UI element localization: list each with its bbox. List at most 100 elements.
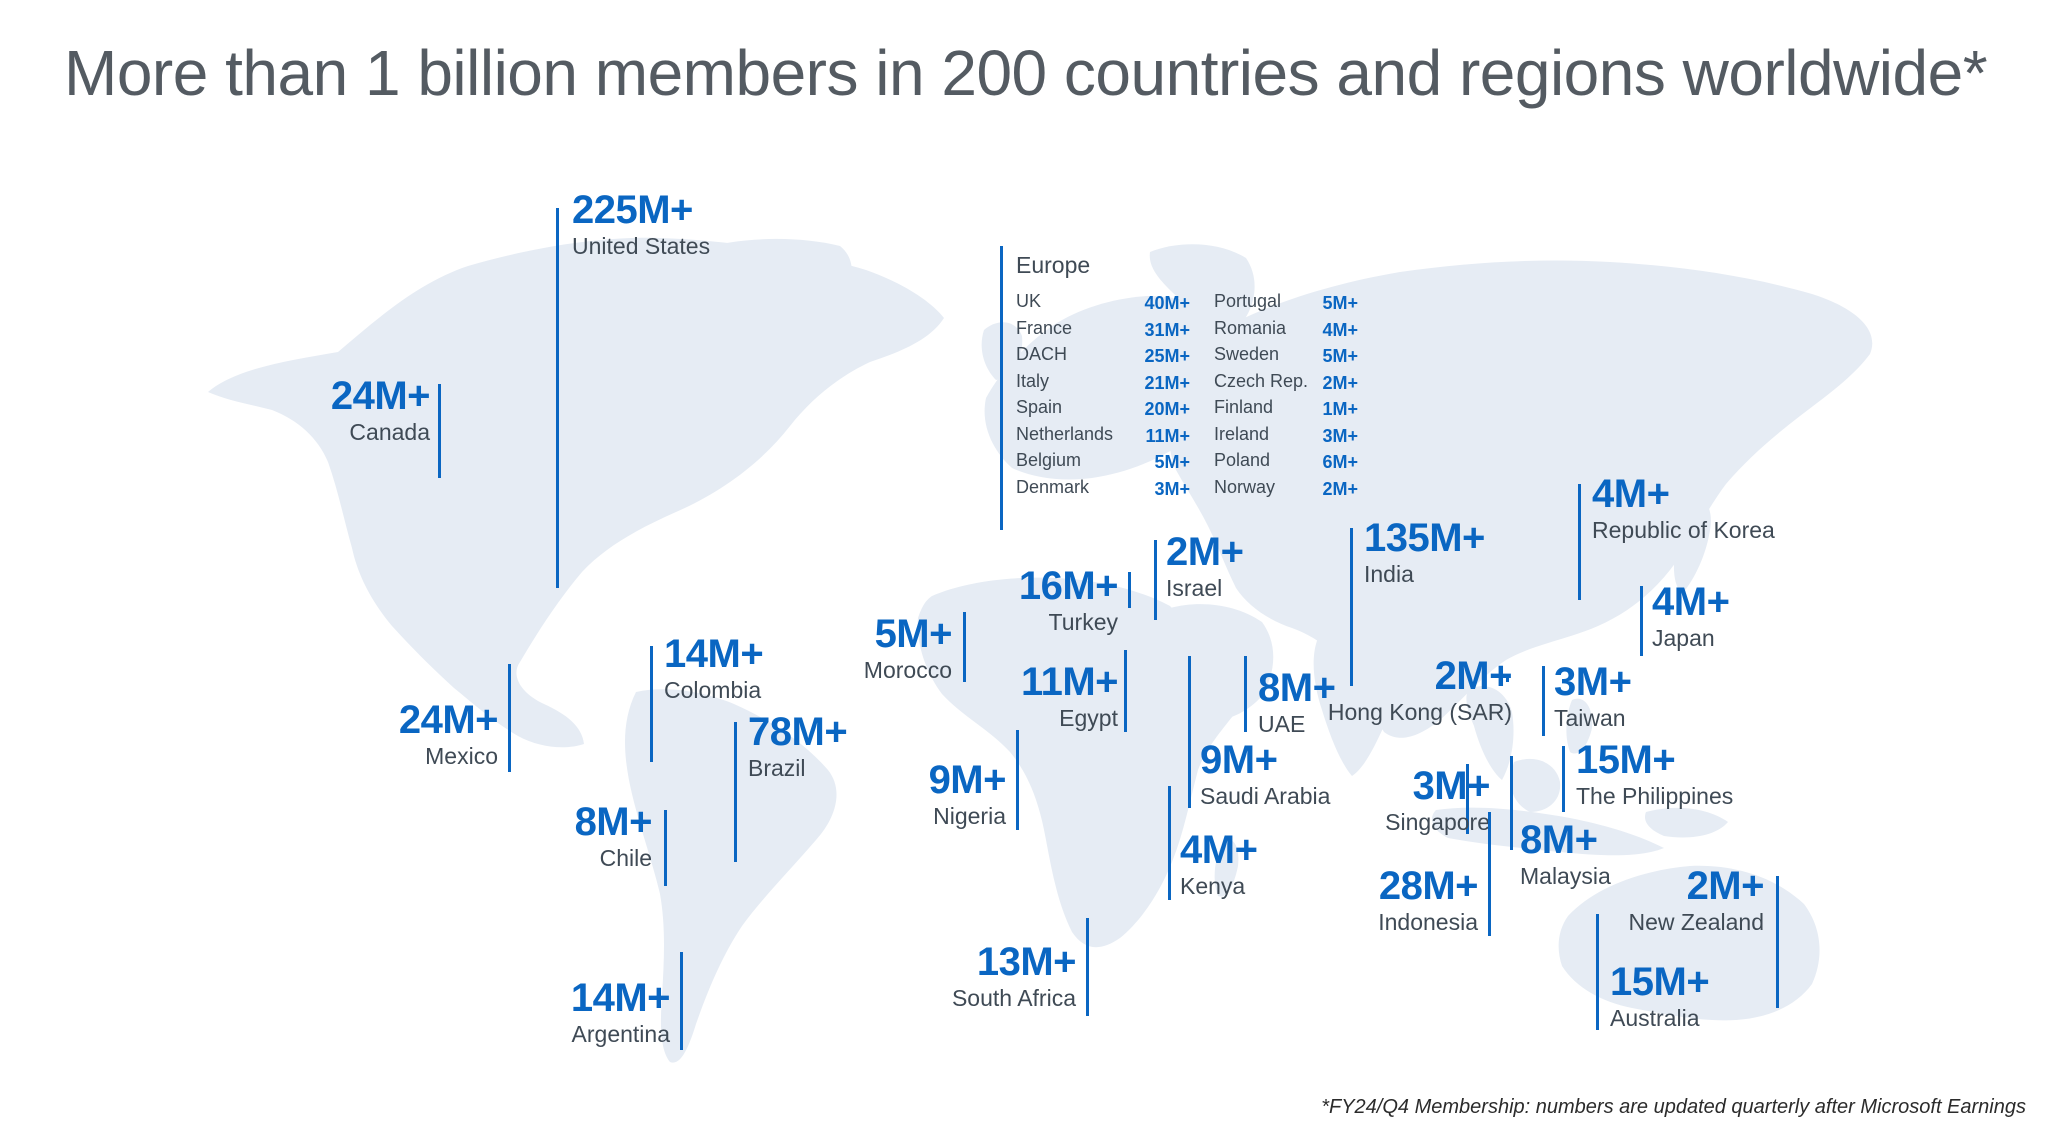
south-africa-leader-line <box>1086 918 1089 1016</box>
japan-name: Japan <box>1652 625 1715 651</box>
chile-leader-line <box>664 810 667 886</box>
greenland-landmass <box>697 238 852 370</box>
argentina-leader-line <box>680 952 683 1050</box>
europe-leader-line <box>1000 246 1003 530</box>
scandinavia-landmass <box>1149 244 1255 330</box>
borneo-landmass <box>1510 758 1561 812</box>
morocco-name: Morocco <box>863 657 952 683</box>
united-states-name: United States <box>572 233 711 259</box>
nigeria-label: 9M+ Nigeria <box>928 758 1007 828</box>
taiwan-name: Taiwan <box>1554 705 1626 731</box>
europe-country-name: Belgium <box>1016 450 1082 470</box>
indonesia-value: 28M+ <box>1378 864 1479 908</box>
canada-name: Canada <box>349 419 430 445</box>
new-guinea-landmass <box>1644 807 1728 838</box>
europe-country-value: 5M+ <box>1322 293 1358 313</box>
europe-country-name: Romania <box>1214 317 1287 338</box>
canada-leader-line <box>438 384 441 478</box>
kenya-name: Kenya <box>1180 873 1246 899</box>
madagascar-landmass <box>1214 839 1239 897</box>
singapore-name: Singapore <box>1385 809 1490 835</box>
europe-country-name: Sweden <box>1214 344 1280 364</box>
page-title: More than 1 billion members in 200 count… <box>64 37 1988 109</box>
kenya-label: 4M+ Kenya <box>1180 830 1258 899</box>
hong-kong-leader-line <box>1506 674 1509 682</box>
turkey-value: 16M+ <box>1018 564 1119 608</box>
europe-country-value: 5M+ <box>1322 346 1358 366</box>
chile-label: 8M+ Chile <box>574 800 653 870</box>
new-zealand-name: New Zealand <box>1628 909 1764 935</box>
turkey-leader-line <box>1128 572 1131 608</box>
japan-value: 4M+ <box>1652 580 1730 624</box>
korea-value: 4M+ <box>1592 472 1670 516</box>
europe-country-name: Netherlands <box>1016 423 1114 444</box>
kenya-leader-line <box>1168 786 1171 900</box>
malaysia-leader-line <box>1510 756 1513 850</box>
europe-country-name: Denmark <box>1016 476 1090 497</box>
united-states-value: 225M+ <box>572 188 693 232</box>
europe-country-value: 2M+ <box>1322 478 1358 499</box>
korea-leader-line <box>1578 484 1581 600</box>
philippines-name: The Philippines <box>1576 783 1734 809</box>
new-zealand-landmass <box>1778 958 1807 1007</box>
colombia-label: 14M+ Colombia <box>664 632 764 702</box>
mexico-value: 24M+ <box>398 698 499 742</box>
europe-country-value: 25M+ <box>1144 346 1190 366</box>
indonesia-label: 28M+ Indonesia <box>1378 866 1478 934</box>
taiwan-label: 3M+ Taiwan <box>1554 660 1632 731</box>
new-zealand-leader-line <box>1776 876 1779 1008</box>
europe-country-name: DACH <box>1016 344 1068 364</box>
argentina-name: Argentina <box>571 1021 670 1047</box>
brazil-name: Brazil <box>748 755 806 781</box>
israel-leader-line <box>1154 540 1157 620</box>
europe-country-name: Portugal <box>1214 291 1282 311</box>
nigeria-leader-line <box>1016 730 1019 830</box>
mexico-name: Mexico <box>425 743 498 769</box>
europe-country-name: France <box>1016 317 1073 338</box>
colombia-leader-line <box>650 646 653 762</box>
arabia-landmass <box>1169 604 1274 720</box>
india-leader-line <box>1350 528 1353 686</box>
hong-kong-name: Hong Kong (SAR) <box>1327 699 1512 725</box>
europe-country-value: 21M+ <box>1144 372 1190 393</box>
japan-label: 4M+ Japan <box>1652 580 1730 651</box>
turkey-name: Turkey <box>1048 609 1118 635</box>
canada-label: 24M+ Canada <box>330 374 431 445</box>
europe-country-value: 4M+ <box>1322 319 1358 340</box>
korea-name: Republic of Korea <box>1592 517 1775 543</box>
mexico-leader-line <box>508 664 511 772</box>
morocco-leader-line <box>963 612 966 682</box>
saudi-arabia-leader-line <box>1188 656 1191 808</box>
europe-country-name: UK <box>1016 291 1042 311</box>
hong-kong-label: 2M+ Hong Kong (SAR) <box>1327 656 1513 725</box>
egypt-label: 11M+ Egypt <box>1021 662 1118 730</box>
uae-value: 8M+ <box>1258 666 1336 710</box>
europe-country-name: Finland <box>1214 397 1274 417</box>
southeast-asia-landmass <box>1466 686 1514 780</box>
saudi-arabia-name: Saudi Arabia <box>1200 783 1331 809</box>
new-zealand-value: 2M+ <box>1686 864 1765 908</box>
europe-country-value: 11M+ <box>1145 425 1190 446</box>
nigeria-value: 9M+ <box>928 758 1007 802</box>
europe-country-name: Poland <box>1214 450 1271 470</box>
europe-country-value: 1M+ <box>1322 399 1358 419</box>
europe-country-name: Italy <box>1016 370 1050 391</box>
taiwan-value: 3M+ <box>1554 660 1632 704</box>
australia-label: 15M+ Australia <box>1610 960 1710 1030</box>
korea-label: 4M+ Republic of Korea <box>1592 474 1775 542</box>
brazil-leader-line <box>734 722 737 862</box>
uae-name: UAE <box>1258 711 1306 737</box>
brazil-label: 78M+ Brazil <box>748 712 848 781</box>
chile-value: 8M+ <box>574 800 653 844</box>
europe-title: Europe <box>1016 252 1091 278</box>
canada-value: 24M+ <box>330 374 431 418</box>
india-value: 135M+ <box>1364 516 1485 560</box>
egypt-value: 11M+ <box>1021 660 1118 704</box>
united-states-label: 225M+ United States <box>572 190 710 258</box>
australia-value: 15M+ <box>1610 960 1710 1004</box>
europe-country-name: Czech Rep. <box>1214 370 1309 391</box>
colombia-value: 14M+ <box>664 632 764 676</box>
uae-label: 8M+ UAE <box>1258 666 1336 737</box>
philippines-leader-line <box>1562 746 1565 812</box>
